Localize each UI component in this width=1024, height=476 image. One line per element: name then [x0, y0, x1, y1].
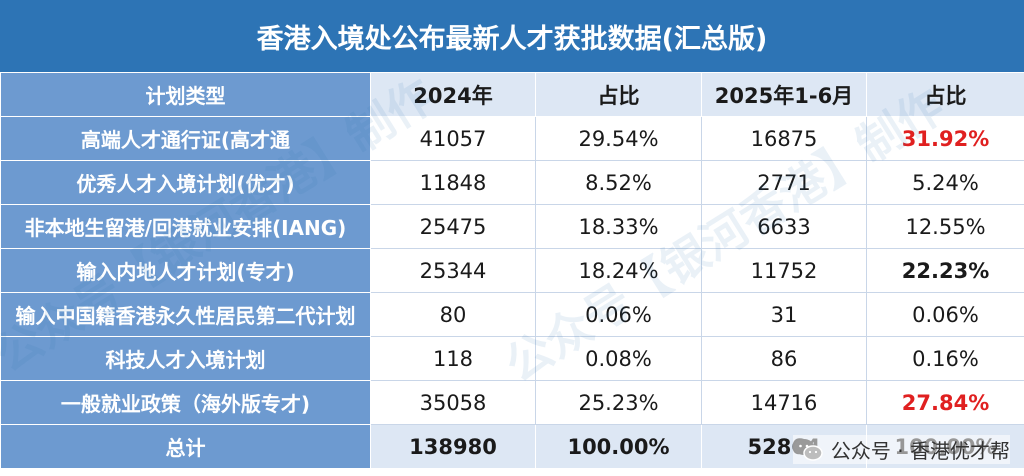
header-row: 计划类型 2024年 占比 2025年1-6月 占比	[0, 72, 1024, 117]
count-2025: 11752	[701, 248, 867, 293]
plan-name: 优秀人才入境计划(优才)	[0, 160, 371, 205]
count-2024: 41057	[370, 116, 536, 161]
table-row: 科技人才入境计划 118 0.08% 86 0.16%	[0, 336, 1024, 381]
count-2024: 25475	[370, 204, 536, 249]
count-2025: 2771	[701, 160, 867, 205]
table-row: 一般就业政策（海外版专才) 35058 25.23% 14716 27.84%	[0, 380, 1024, 425]
share-2025: 27.84%	[866, 380, 1024, 425]
share-2025: 12.55%	[866, 204, 1024, 249]
share-2025: 0.06%	[866, 292, 1024, 337]
talent-data-table: 计划类型 2024年 占比 2025年1-6月 占比 高端人才通行证(高才通 4…	[0, 72, 1024, 469]
header-plan: 计划类型	[0, 72, 371, 117]
count-2025: 6633	[701, 204, 867, 249]
total-share-2024: 100.00%	[535, 424, 702, 469]
wechat-icon	[793, 438, 823, 462]
share-2024: 29.54%	[535, 116, 702, 161]
share-2024: 18.33%	[535, 204, 702, 249]
share-2024: 0.08%	[535, 336, 702, 381]
plan-name: 输入内地人才计划(专才)	[0, 248, 371, 293]
plan-name: 输入中国籍香港永久性居民第二代计划	[0, 292, 371, 337]
count-2024: 35058	[370, 380, 536, 425]
count-2024: 80	[370, 292, 536, 337]
count-2024: 118	[370, 336, 536, 381]
share-2025: 22.23%	[866, 248, 1024, 293]
count-2025: 86	[701, 336, 867, 381]
share-2024: 0.06%	[535, 292, 702, 337]
count-2025: 31	[701, 292, 867, 337]
plan-name: 非本地生留港/回港就业安排(IANG)	[0, 204, 371, 249]
header-share-2024: 占比	[535, 72, 702, 117]
badge-text: 公众号 · 香港优才帮	[830, 439, 1010, 463]
header-share-2025: 占比	[866, 72, 1024, 117]
table-row: 优秀人才入境计划(优才) 11848 8.52% 2771 5.24%	[0, 160, 1024, 205]
count-2024: 25344	[370, 248, 536, 293]
share-2024: 25.23%	[535, 380, 702, 425]
count-2025: 16875	[701, 116, 867, 161]
total-label: 总计	[0, 424, 371, 469]
header-2025: 2025年1-6月	[701, 72, 867, 117]
share-2025: 5.24%	[866, 160, 1024, 205]
share-2024: 18.24%	[535, 248, 702, 293]
plan-name: 高端人才通行证(高才通	[0, 116, 371, 161]
table-row: 输入中国籍香港永久性居民第二代计划 80 0.06% 31 0.06%	[0, 292, 1024, 337]
share-2025: 31.92%	[866, 116, 1024, 161]
header-2024: 2024年	[370, 72, 536, 117]
plan-name: 科技人才入境计划	[0, 336, 371, 381]
table-row: 非本地生留港/回港就业安排(IANG) 25475 18.33% 6633 12…	[0, 204, 1024, 249]
share-2024: 8.52%	[535, 160, 702, 205]
count-2024: 11848	[370, 160, 536, 205]
share-2025: 0.16%	[866, 336, 1024, 381]
total-2024: 138980	[370, 424, 536, 469]
table-title: 香港入境处公布最新人才获批数据(汇总版)	[0, 0, 1024, 72]
count-2025: 14716	[701, 380, 867, 425]
table-row: 高端人才通行证(高才通 41057 29.54% 16875 31.92%	[0, 116, 1024, 161]
table-row: 输入内地人才计划(专才) 25344 18.24% 11752 22.23%	[0, 248, 1024, 293]
plan-name: 一般就业政策（海外版专才)	[0, 380, 371, 425]
account-badge: 公众号 · 香港优才帮	[792, 435, 1010, 464]
